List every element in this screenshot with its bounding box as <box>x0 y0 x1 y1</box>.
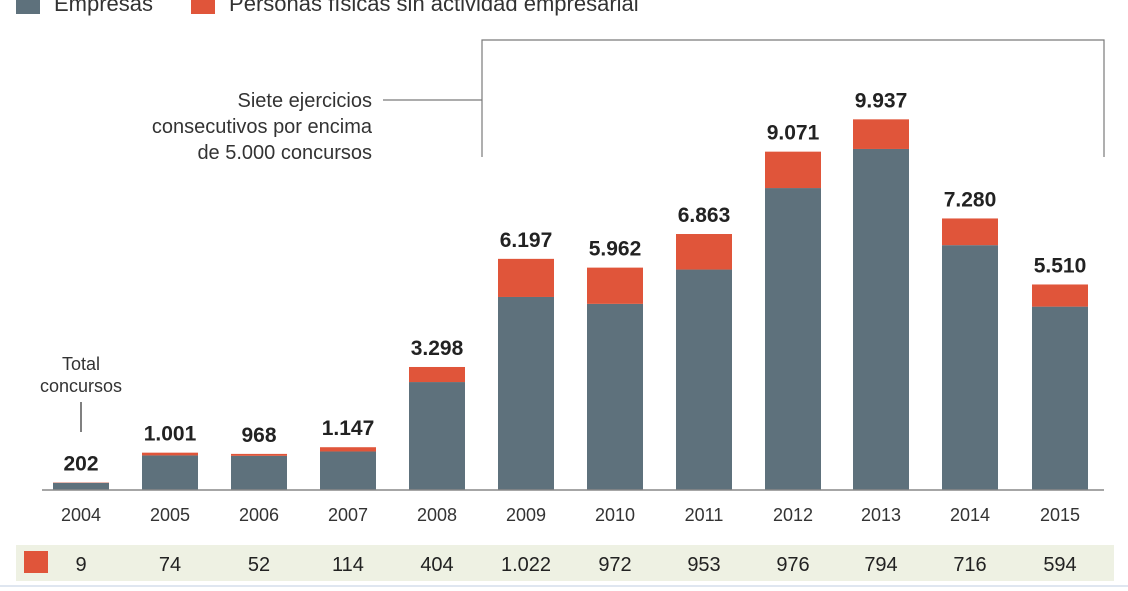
x-tick-2010: 2010 <box>595 505 635 525</box>
bar-empresas-2008 <box>409 382 465 490</box>
total-label-2008: 3.298 <box>411 337 464 360</box>
total-label-2012: 9.071 <box>767 122 820 145</box>
bar-empresas-2013 <box>853 148 909 490</box>
table-value-2012: 976 <box>776 554 809 576</box>
table-value-2010: 972 <box>598 554 631 576</box>
x-tick-2011: 2011 <box>685 505 724 525</box>
x-tick-2004: 2004 <box>61 505 101 525</box>
bar-personas-2015 <box>1032 284 1088 307</box>
labels-layer: 202 2004 9 1.001 2005 74 968 2006 52 1.147 2007 114… <box>61 89 1086 576</box>
table-value-2005: 74 <box>159 554 181 576</box>
total-label-2011: 6.863 <box>678 204 731 227</box>
bar-empresas-2010 <box>587 303 643 490</box>
x-tick-2005: 2005 <box>150 505 190 525</box>
total-label-2010: 5.962 <box>589 238 642 261</box>
bracket-text-line-2: consecutivos por encima <box>152 116 373 138</box>
legend: Empresas Personas físicas sin actividad … <box>16 0 677 17</box>
table-value-2004: 9 <box>75 554 86 576</box>
table-value-2013: 794 <box>864 554 897 576</box>
table-value-2011: 953 <box>687 554 720 576</box>
table-underline <box>0 585 1128 587</box>
x-tick-2007: 2007 <box>328 505 368 525</box>
x-tick-2008: 2008 <box>417 505 457 525</box>
table-value-2006: 52 <box>248 554 270 576</box>
table-value-2009: 1.022 <box>501 554 551 576</box>
legend-item-empresas: Empresas <box>16 0 153 17</box>
bracket-text-line-3: de 5.000 concursos <box>197 142 372 164</box>
table-value-2015: 594 <box>1043 554 1076 576</box>
total-label-2004: 202 <box>63 452 98 475</box>
table-value-2008: 404 <box>420 554 453 576</box>
table-band <box>16 545 1114 581</box>
total-label-2014: 7.280 <box>944 188 997 211</box>
total-label-2015: 5.510 <box>1034 254 1087 277</box>
x-tick-2014: 2014 <box>950 505 990 525</box>
bar-empresas-2004 <box>53 482 109 490</box>
bars-layer <box>53 119 1088 490</box>
bar-empresas-2012 <box>765 188 821 490</box>
x-tick-2013: 2013 <box>861 505 901 525</box>
bar-personas-2009 <box>498 258 554 297</box>
table-value-2014: 716 <box>953 554 986 576</box>
bracket-text-line-1: Siete ejercicios <box>237 90 372 112</box>
bar-empresas-2014 <box>942 245 998 490</box>
legend-swatch-empresas <box>16 0 40 14</box>
legend-label-personas: Personas físicas sin actividad empresari… <box>229 0 639 16</box>
total-label-line-2: concursos <box>40 376 122 396</box>
bar-personas-2011 <box>676 234 732 270</box>
total-label-2013: 9.937 <box>855 89 908 112</box>
bar-personas-2013 <box>853 119 909 149</box>
x-tick-2009: 2009 <box>506 505 546 525</box>
legend-item-personas: Personas físicas sin actividad empresari… <box>191 0 639 17</box>
bar-personas-2012 <box>765 151 821 189</box>
total-label-line-1: Total <box>62 354 100 374</box>
table-swatch-personas <box>24 551 48 573</box>
bar-personas-2005 <box>142 452 198 456</box>
x-tick-2006: 2006 <box>239 505 279 525</box>
bar-empresas-2009 <box>498 296 554 490</box>
legend-swatch-personas <box>191 0 216 14</box>
bar-personas-2014 <box>942 218 998 246</box>
legend-label-empresas: Empresas <box>54 0 154 16</box>
x-tick-2012: 2012 <box>773 505 813 525</box>
bar-personas-2010 <box>587 267 643 304</box>
total-label-2009: 6.197 <box>500 229 553 252</box>
x-tick-2015: 2015 <box>1040 505 1080 525</box>
total-label-2005: 1.001 <box>144 423 197 446</box>
bracket-line <box>481 39 1105 157</box>
bar-empresas-2005 <box>142 455 198 490</box>
total-label-2006: 968 <box>241 424 276 447</box>
bar-personas-2006 <box>231 453 287 456</box>
bar-empresas-2007 <box>320 451 376 490</box>
bar-personas-2007 <box>320 447 376 452</box>
bar-empresas-2006 <box>231 455 287 490</box>
bar-personas-2008 <box>409 366 465 383</box>
bar-empresas-2011 <box>676 269 732 490</box>
bar-empresas-2015 <box>1032 306 1088 490</box>
table-value-2007: 114 <box>332 554 364 576</box>
total-label-2007: 1.147 <box>322 417 375 440</box>
